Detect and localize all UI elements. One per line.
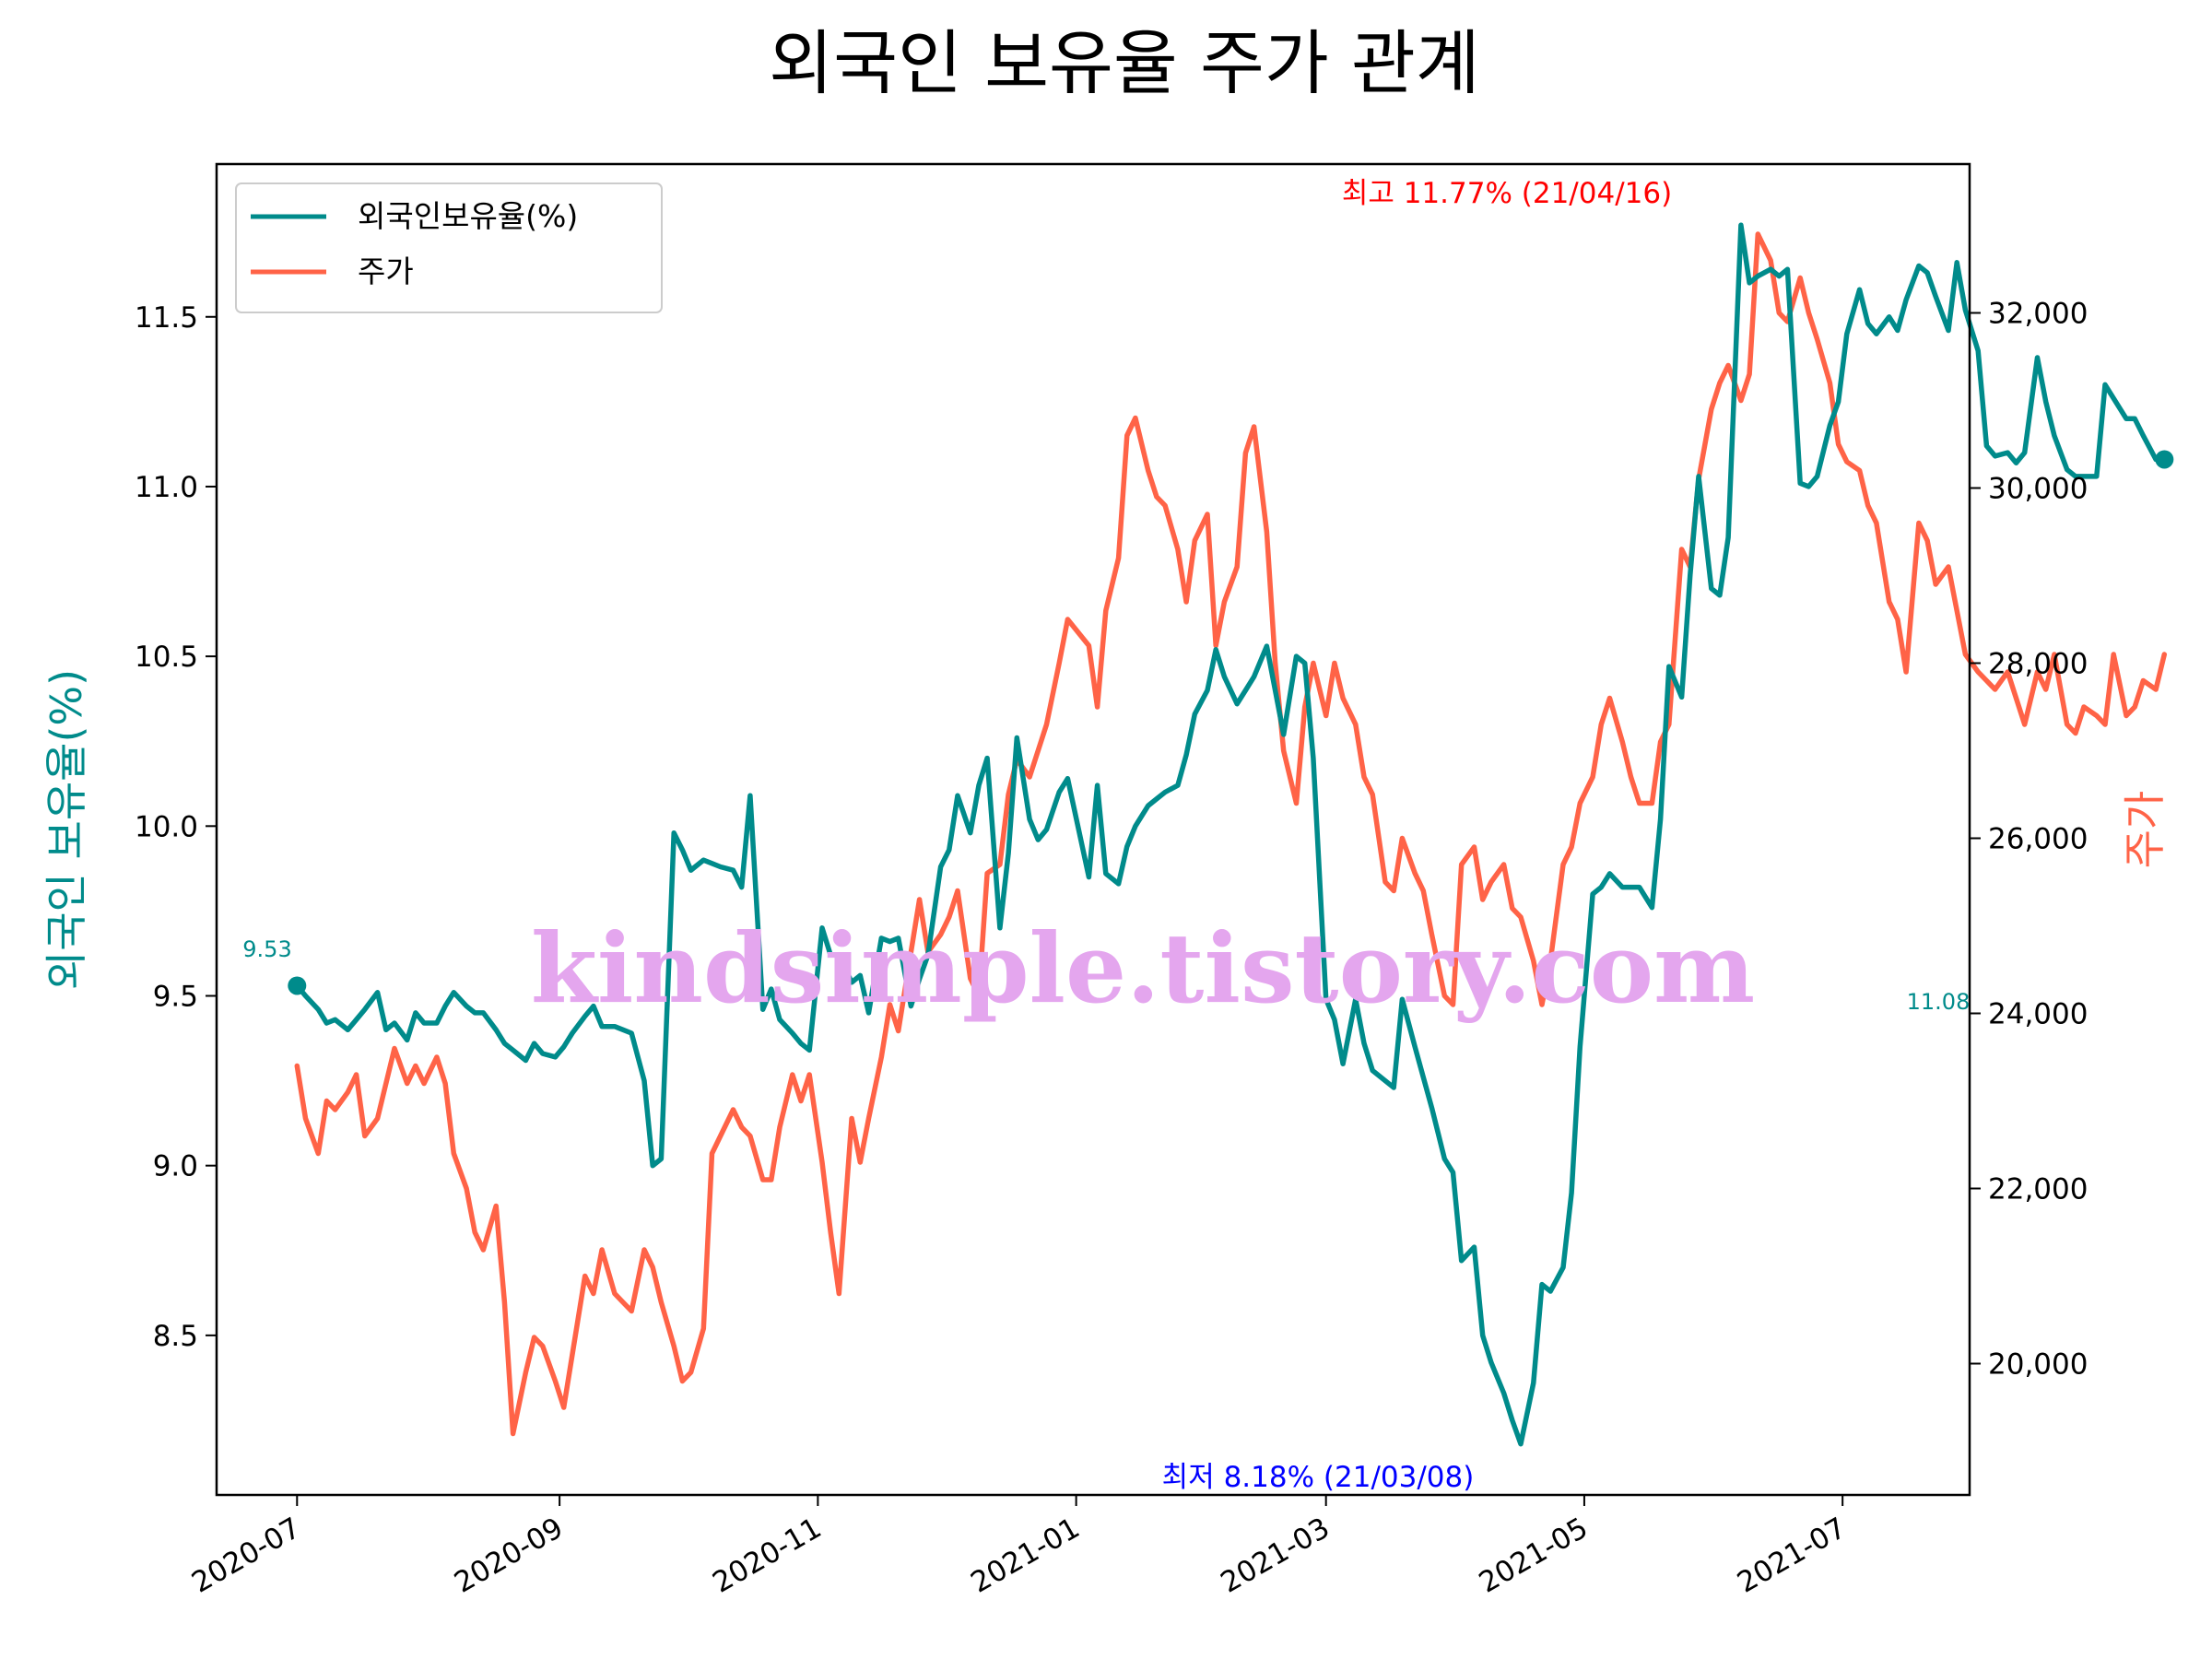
right-y-tick-label: 26,000 bbox=[1988, 823, 2088, 856]
legend: 외국인보유율(%) 주가 bbox=[235, 182, 663, 313]
series-line-foreign-ratio bbox=[294, 222, 2168, 1447]
left-y-tick-label: 8.5 bbox=[153, 1320, 198, 1353]
legend-label-price: 주가 bbox=[358, 253, 414, 289]
plot-frame bbox=[215, 162, 1971, 1497]
left-y-tick-label: 10.0 bbox=[135, 810, 198, 843]
right-y-tick-label: 28,000 bbox=[1988, 648, 2088, 681]
right-y-tick-label: 30,000 bbox=[1988, 473, 2088, 506]
end-marker bbox=[2155, 450, 2174, 469]
legend-box bbox=[235, 182, 663, 313]
chart-title: 외국인 보유율 주가 관계 bbox=[769, 22, 1480, 104]
right-y-tick-label: 24,000 bbox=[1988, 998, 2088, 1031]
x-tick-label: 2021-03 bbox=[1216, 1512, 1335, 1600]
legend-label-foreign-ratio: 외국인보유율(%) bbox=[358, 198, 578, 234]
left-y-tick-label: 11.0 bbox=[135, 471, 198, 504]
start-value-label: 9.53 bbox=[242, 936, 291, 962]
x-tick-label: 2020-07 bbox=[186, 1512, 306, 1600]
x-tick-label: 2021-05 bbox=[1474, 1512, 1594, 1600]
right-y-tick-label: 20,000 bbox=[1988, 1348, 2088, 1382]
x-tick-label: 2020-11 bbox=[707, 1512, 827, 1600]
max-annotation: 최고 11.77% (21/04/16) bbox=[1342, 177, 1672, 210]
end-value-label: 11.08 bbox=[1907, 989, 1971, 1015]
x-tick-label: 2021-07 bbox=[1732, 1512, 1852, 1600]
left-y-tick-label: 10.5 bbox=[135, 641, 198, 674]
right-y-tick-label: 32,000 bbox=[1988, 298, 2088, 331]
left-axis-label: 외국인 보유율(%) bbox=[41, 669, 91, 990]
plot-area bbox=[288, 222, 2174, 1447]
series-line-price bbox=[294, 231, 2168, 1437]
right-y-tick-label: 22,000 bbox=[1988, 1173, 2088, 1206]
left-y-tick-label: 11.5 bbox=[135, 301, 198, 335]
start-marker bbox=[288, 976, 307, 995]
watermark-text: kindsimple.tistory.com bbox=[531, 912, 1755, 1025]
min-annotation: 최저 8.18% (21/03/08) bbox=[1162, 1461, 1475, 1494]
left-y-tick-label: 9.0 bbox=[153, 1150, 198, 1183]
x-tick-label: 2021-01 bbox=[965, 1512, 1085, 1600]
right-axis-label: 주가 bbox=[2120, 791, 2170, 869]
left-y-tick-label: 9.5 bbox=[153, 981, 198, 1014]
x-tick-label: 2020-09 bbox=[449, 1512, 569, 1600]
